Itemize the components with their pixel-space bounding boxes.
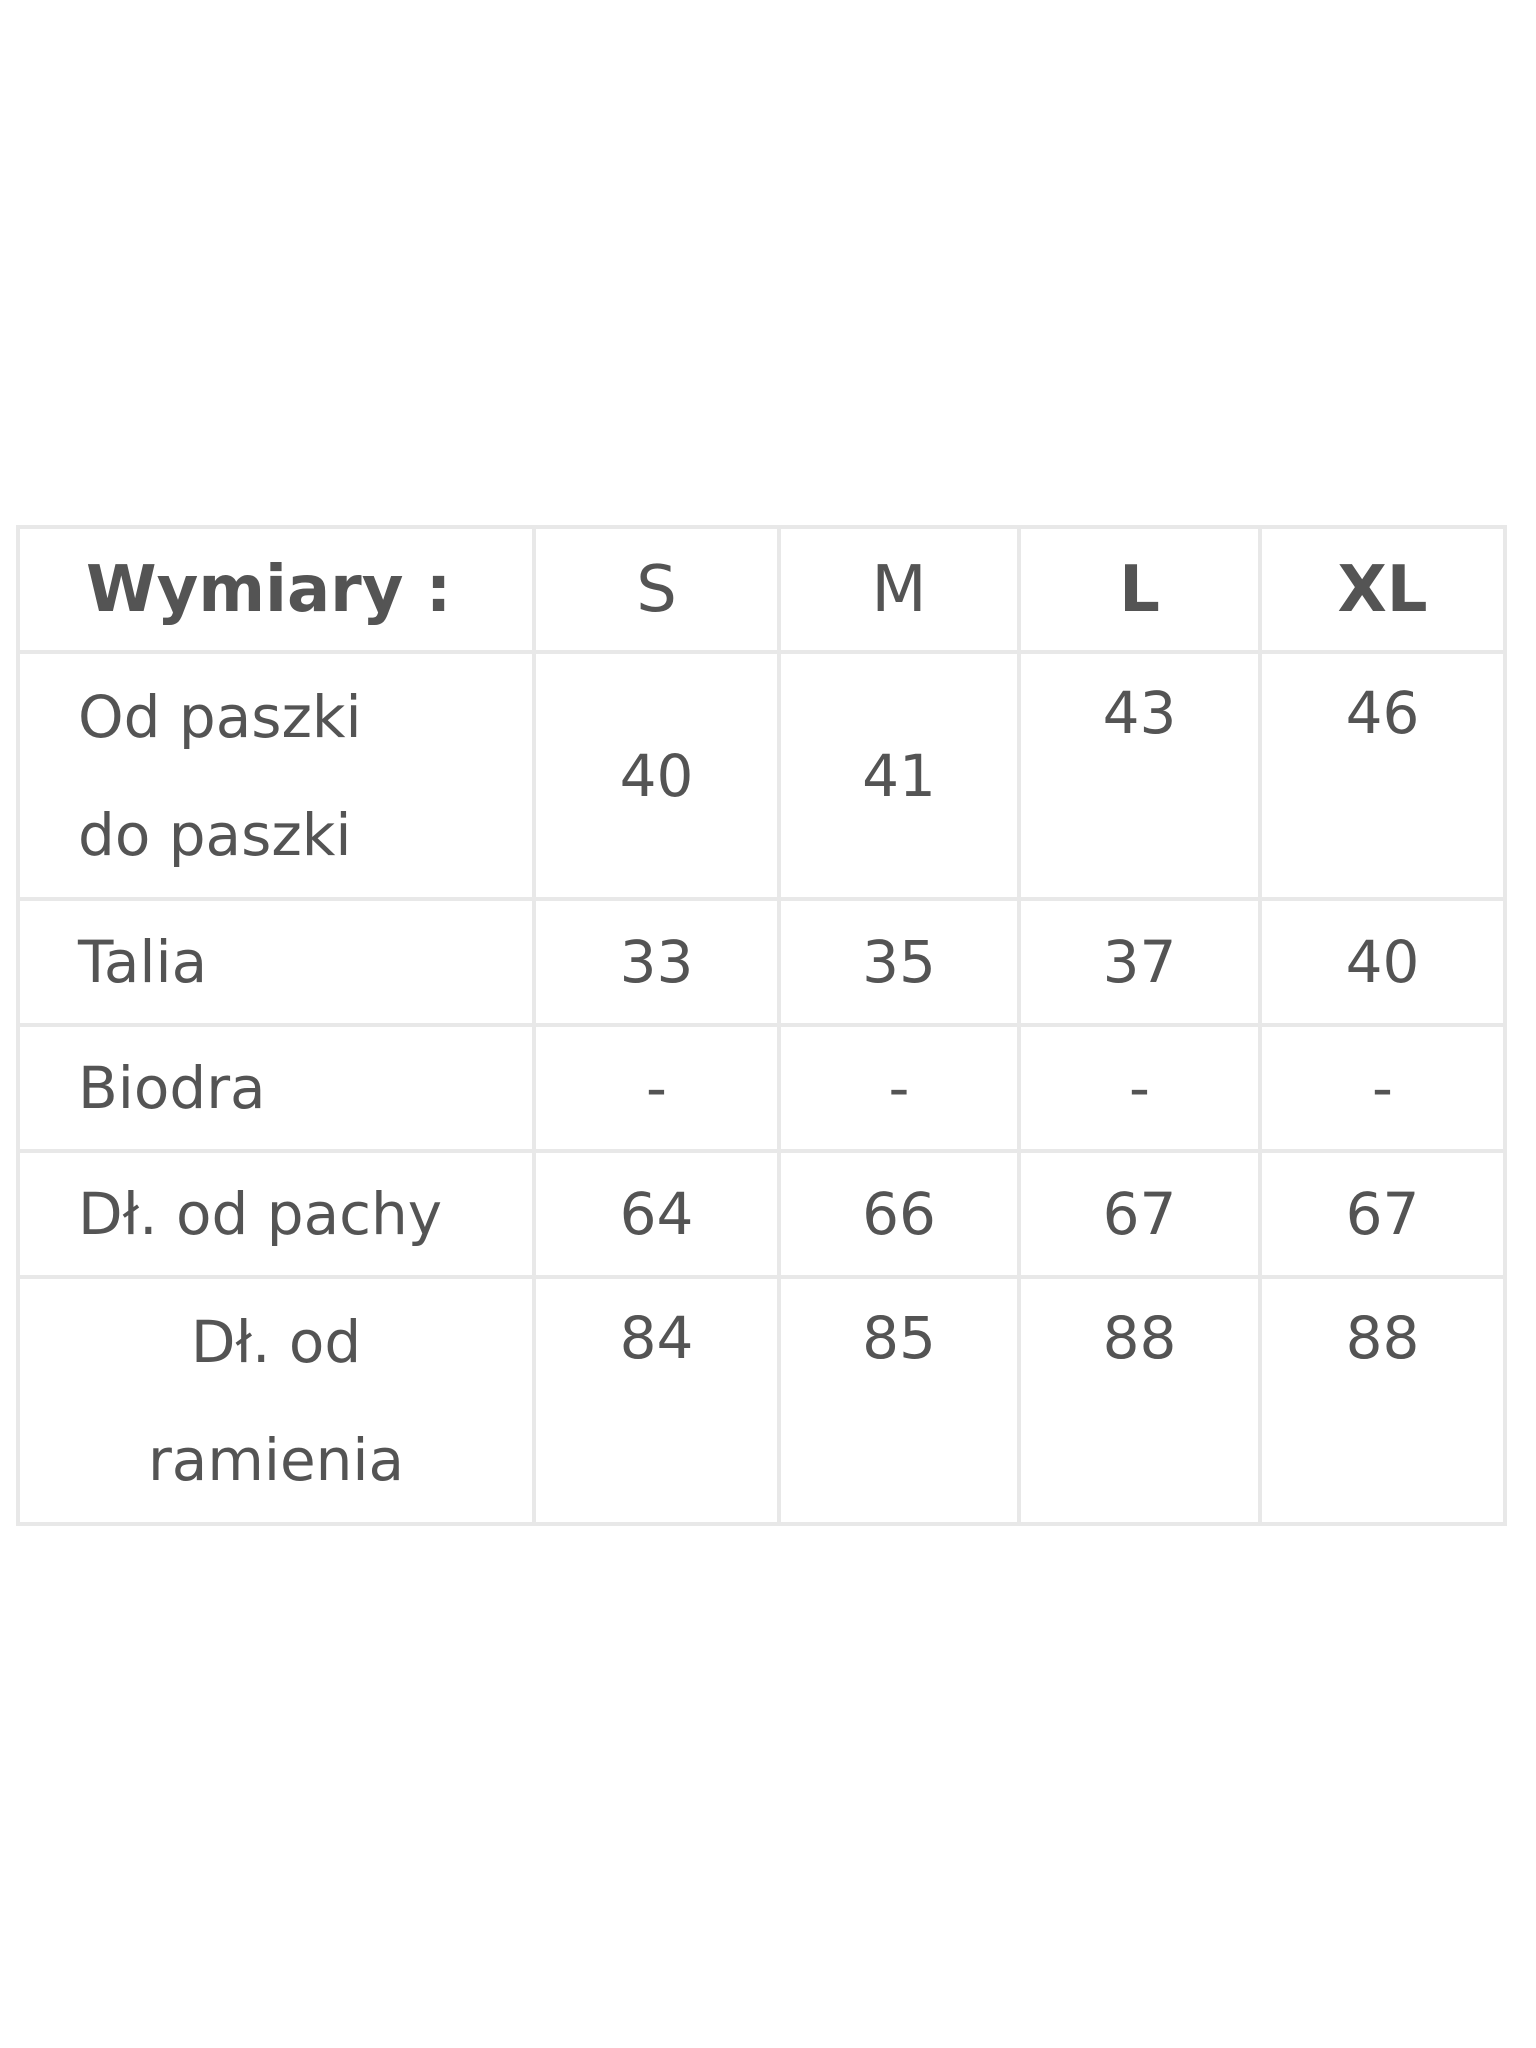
- cell-value: 88: [1258, 1275, 1507, 1526]
- table-row: Talia 33 35 37 40: [16, 897, 1507, 1027]
- cell-value: 88: [1017, 1275, 1262, 1526]
- cell-value: 43: [1017, 650, 1262, 901]
- cell-value: 67: [1017, 1149, 1262, 1279]
- cell-value: -: [1258, 1023, 1507, 1153]
- row-label-line: Od paszki: [78, 682, 362, 751]
- header-size-l: L: [1017, 525, 1262, 654]
- table-row: Dł. od pachy 64 66 67 67: [16, 1149, 1507, 1279]
- table-row: Biodra - - - -: [16, 1023, 1507, 1153]
- cell-value: 66: [777, 1149, 1021, 1279]
- header-row: Wymiary : S M L XL: [16, 525, 1507, 654]
- header-size-s: S: [532, 525, 781, 654]
- cell-value: 37: [1017, 897, 1262, 1027]
- row-label: Dł. od ramienia: [16, 1275, 536, 1526]
- cell-value: 67: [1258, 1149, 1507, 1279]
- row-label-line: Dł. od: [190, 1307, 362, 1376]
- header-label: Wymiary :: [16, 525, 536, 654]
- cell-value: 40: [532, 650, 781, 901]
- table-row: Dł. od ramienia 84 85 88 88: [16, 1275, 1507, 1526]
- cell-value: 35: [777, 897, 1021, 1027]
- size-chart-table: Wymiary : S M L XL Od paszki do paszki 4…: [16, 525, 1507, 1526]
- row-label: Od paszki do paszki: [16, 650, 536, 901]
- cell-value: -: [1017, 1023, 1262, 1153]
- row-label-line: do paszki: [78, 800, 352, 869]
- row-label: Dł. od pachy: [16, 1149, 536, 1279]
- cell-value: 33: [532, 897, 781, 1027]
- cell-value: 64: [532, 1149, 781, 1279]
- cell-value: 85: [777, 1275, 1021, 1526]
- cell-value: 40: [1258, 897, 1507, 1027]
- cell-value: 46: [1258, 650, 1507, 901]
- header-size-m: M: [777, 525, 1021, 654]
- row-label-line: ramienia: [147, 1425, 405, 1494]
- table-row: Od paszki do paszki 40 41 43 46: [16, 650, 1507, 901]
- row-label: Biodra: [16, 1023, 536, 1153]
- header-size-xl: XL: [1258, 525, 1507, 654]
- cell-value: 41: [777, 650, 1021, 901]
- cell-value: -: [532, 1023, 781, 1153]
- cell-value: -: [777, 1023, 1021, 1153]
- cell-value: 84: [532, 1275, 781, 1526]
- row-label: Talia: [16, 897, 536, 1027]
